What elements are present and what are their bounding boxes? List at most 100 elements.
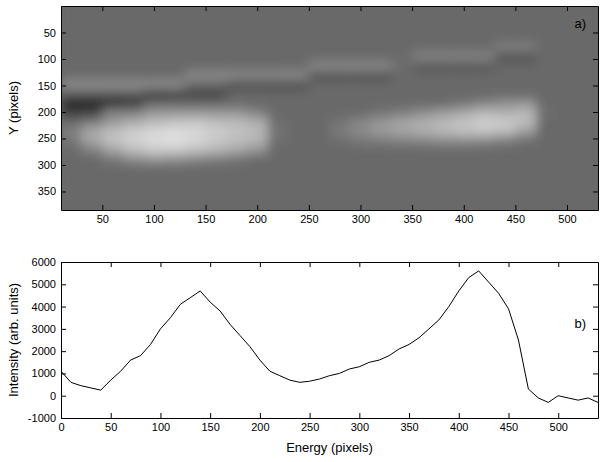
image-cell [495,154,516,164]
image-cell [309,108,330,118]
image-cell [536,191,557,201]
image-cell [350,164,371,174]
image-cell [82,62,103,72]
y-right-tick-mark [593,329,598,330]
y-axis-line [61,7,62,211]
image-cell [495,80,516,90]
image-cell [102,89,123,99]
image-cell [412,127,433,137]
x-tick: 250 [301,413,319,433]
image-cell [330,145,351,155]
image-cell [330,52,351,62]
image-cell [577,117,598,127]
image-cell [164,182,185,192]
image-cell [61,15,82,25]
image-cell [82,99,103,109]
panel-label: a) [574,16,586,31]
y-right-tick [593,307,598,308]
image-cell [453,154,474,164]
image-cell [536,80,557,90]
y-tick-mark [61,32,66,33]
image-cell [557,127,578,137]
image-cell [433,34,454,44]
image-cell [144,154,165,164]
image-cell [226,34,247,44]
image-cell [226,15,247,25]
image-cell [164,108,185,118]
image-cell [391,15,412,25]
x-top-tick-mark [409,262,410,267]
image-cell [61,34,82,44]
y-right-axis-line [598,263,599,419]
image-cell [412,89,433,99]
y-tick: 1000 [32,367,66,379]
image-cell [474,154,495,164]
image-cell [164,71,185,81]
image-cell [268,25,289,35]
image-cell [247,71,268,81]
x-tick-mark [154,205,155,210]
image-cell [226,136,247,146]
image-cell [495,6,516,16]
image-cell [185,99,206,109]
y-tick-label: 350 [38,185,56,197]
y-right-tick-mark [593,191,598,192]
image-cell [102,43,123,53]
image-cell [391,136,412,146]
x-tick: 350 [403,205,421,225]
image-cell [474,108,495,118]
image-cell [206,201,227,210]
image-cell [123,201,144,210]
image-cell [309,173,330,183]
image-background [61,6,598,210]
image-cell [82,71,103,81]
image-cell [433,191,454,201]
image-cell [288,127,309,137]
image-cell [412,182,433,192]
x-tick: 300 [352,205,370,225]
y-tick-label: 2000 [32,345,56,357]
x-tick: 250 [300,205,318,225]
image-cell [330,127,351,137]
x-tick: 200 [249,205,267,225]
image-cell [474,201,495,210]
image-cell [495,99,516,109]
image-cell [412,117,433,127]
image-cell [82,80,103,90]
image-cell [474,62,495,72]
y-tick-mark [61,396,66,397]
image-cell [433,127,454,137]
image-cell [288,99,309,109]
image-cell [557,99,578,109]
image-cell [268,62,289,72]
image-cell [144,182,165,192]
x-tick: 50 [97,205,109,225]
image-cell [82,191,103,201]
image-cell [61,80,82,90]
image-cell [309,145,330,155]
image-cell [144,108,165,118]
image-cell [577,164,598,174]
image-cell [226,99,247,109]
x-tick-label: 400 [455,213,473,225]
image-cell [102,62,123,72]
image-cell [391,52,412,62]
y-right-tick-mark [593,165,598,166]
image-cell [309,15,330,25]
image-cell [185,52,206,62]
image-cell [309,43,330,53]
image-cell [433,71,454,81]
image-cell [144,191,165,201]
image-cell [82,52,103,62]
image-cell [453,15,474,25]
x-top-tick [257,6,258,11]
image-cell [164,136,185,146]
image-cell [557,191,578,201]
image-cell [268,117,289,127]
x-tick: 150 [201,413,219,433]
image-cell [495,127,516,137]
x-tick: 450 [507,205,525,225]
image-cell [247,34,268,44]
image-cell [102,127,123,137]
y-right-tick [593,262,598,263]
